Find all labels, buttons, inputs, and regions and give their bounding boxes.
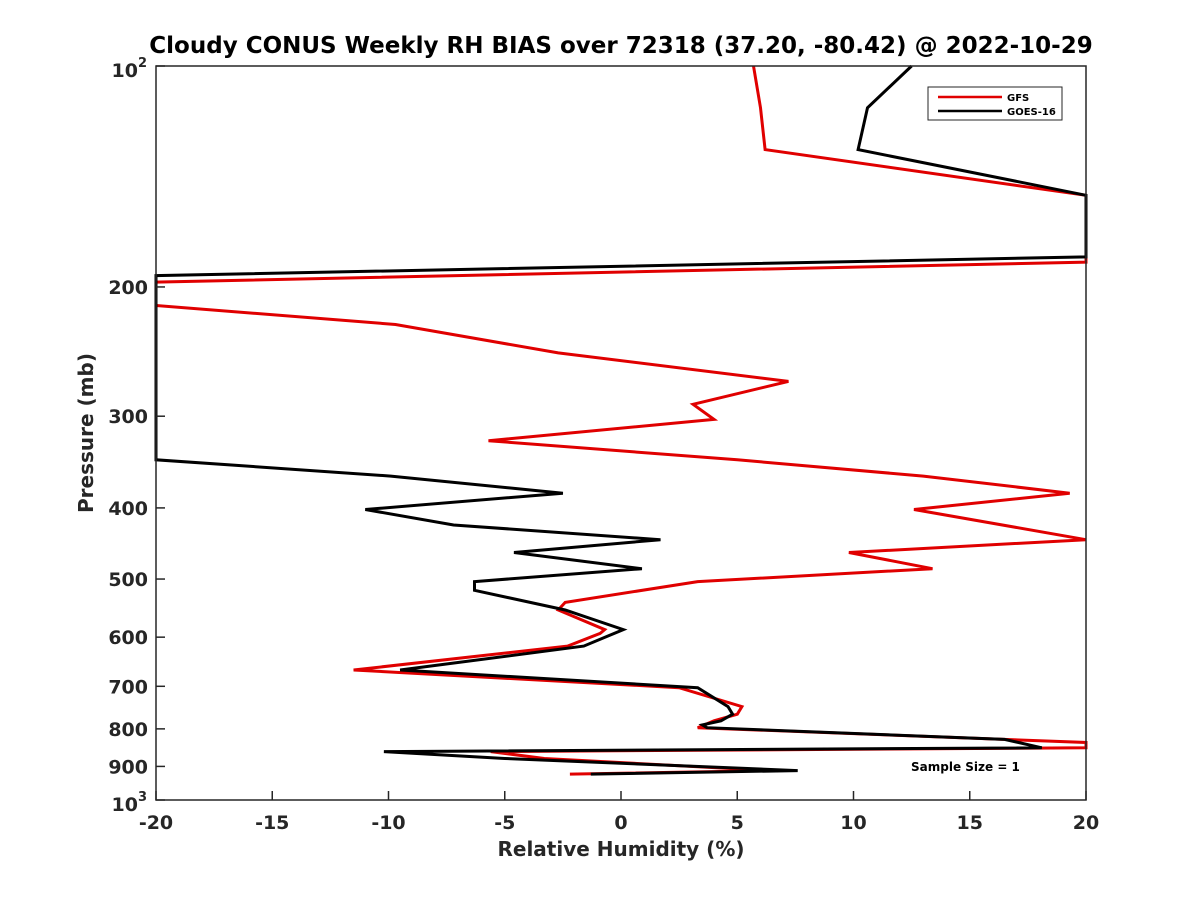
x-tick-label: -5 [494,812,515,834]
x-tick-label: -15 [255,812,289,834]
y-tick-label: 800 [108,719,148,741]
y-tick-label: 400 [108,498,148,520]
legend[interactable]: GFS GOES-16 [927,86,1063,121]
y-tick-exponent: 2 [138,56,147,71]
x-tick-label: 20 [1073,812,1099,834]
legend-label-gfs: GFS [1007,93,1029,104]
x-axis: -20 -15 -10 -5 0 5 10 15 20 [139,791,1099,834]
x-tick-label: -20 [139,812,173,834]
chart-title: Cloudy CONUS Weekly RH BIAS over 72318 (… [149,33,1092,59]
series-line-gfs [154,65,1088,776]
y-tick-label: 900 [108,756,148,778]
y-tick-label: 600 [108,627,148,649]
y-axis-label: Pressure (mb) [74,353,98,513]
x-tick-label: -10 [371,812,405,834]
legend-box [927,86,1063,121]
sample-size-note: Sample Size = 1 [911,760,1020,774]
x-tick-label: 5 [731,812,744,834]
legend-label-goes16: GOES-16 [1007,107,1056,118]
x-tick-label: 15 [957,812,983,834]
y-tick-exponent: 3 [138,790,147,805]
y-tick-label: 500 [108,569,148,591]
y-tick-label: 300 [108,406,148,428]
y-tick-label: 10 [112,60,138,82]
y-tick-label: 10 [112,794,138,816]
x-tick-label: 0 [614,812,627,834]
y-tick-label: 700 [108,676,148,698]
x-tick-label: 10 [840,812,866,834]
x-axis-label: Relative Humidity (%) [497,837,744,861]
y-tick-label: 200 [108,277,148,299]
